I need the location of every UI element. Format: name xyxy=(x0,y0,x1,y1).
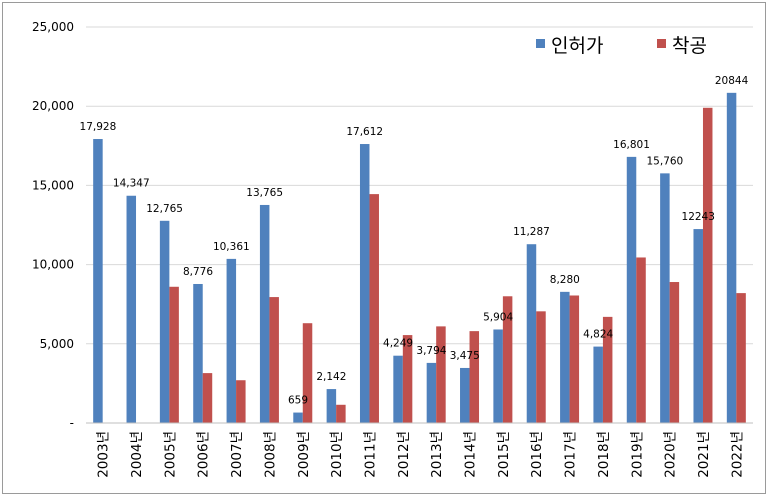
x-tick-label: 2015년 xyxy=(496,431,512,478)
x-tick-label: 2007년 xyxy=(229,431,245,478)
y-tick-label: 25,000 xyxy=(32,20,74,34)
data-label-2020년: 15,760 xyxy=(647,155,684,167)
bar-construction-start-2008년 xyxy=(269,297,279,423)
x-tick-label: 2013년 xyxy=(429,431,445,478)
data-label-2019년: 16,801 xyxy=(613,139,650,151)
bar-construction-start-2007년 xyxy=(236,380,246,423)
bar-permit-2006년 xyxy=(193,283,203,423)
legend-label-construction-start: 착공 xyxy=(672,35,707,57)
bar-permit-2022년 xyxy=(726,92,737,423)
data-label-2007년: 10,361 xyxy=(213,241,250,253)
x-axis-ticks: 2003년 2004년 2005년 2006년 2007년 2008년 2009년 2010년… xyxy=(96,431,746,478)
bar-permit-2011년 xyxy=(359,144,370,423)
data-label-2005년: 12,765 xyxy=(146,203,183,215)
x-tick-label: 2020년 xyxy=(663,431,679,478)
y-tick-label: 15,000 xyxy=(32,178,74,192)
gridlines xyxy=(86,26,753,345)
bar-construction-start-2017년 xyxy=(569,295,580,423)
data-label-2009년: 659 xyxy=(288,395,308,407)
y-tick-label: 20,000 xyxy=(32,99,74,113)
bar-construction-start-2012년 xyxy=(402,335,413,423)
x-tick-label: 2016년 xyxy=(529,431,545,478)
data-label-2004년: 14,347 xyxy=(113,178,150,190)
data-label-2022년: 20844 xyxy=(715,75,749,87)
bar-construction-start-2018년 xyxy=(602,316,613,423)
bar-permit-2007년 xyxy=(226,258,237,423)
x-tick-label: 2017년 xyxy=(563,431,579,478)
bar-construction-start-2016년 xyxy=(536,311,546,423)
data-label-2016년: 11,287 xyxy=(513,226,550,238)
data-label-2010년: 2,142 xyxy=(316,371,346,383)
x-tick-label: 2014년 xyxy=(463,431,479,478)
bar-permit-2004년 xyxy=(126,195,137,423)
bar-construction-start-2015년 xyxy=(502,296,513,423)
data-label-2012년: 4,249 xyxy=(383,338,413,350)
legend-label-permit: 인허가 xyxy=(551,35,603,57)
bar-construction-start-2011년 xyxy=(369,194,379,423)
bar-construction-start-2019년 xyxy=(636,257,646,423)
x-tick-label: 2011년 xyxy=(362,431,378,478)
y-axis-ticks: - 5,000 10,000 15,000 20,000 25,000 xyxy=(32,20,74,430)
x-tick-label: 2010년 xyxy=(329,431,345,478)
bar-construction-start-2005년 xyxy=(169,286,179,423)
x-tick-label: 2006년 xyxy=(196,431,212,478)
x-tick-label: 2008년 xyxy=(262,431,278,478)
bars xyxy=(93,92,746,423)
bar-permit-2020년 xyxy=(660,173,670,423)
y-tick-label: 5,000 xyxy=(40,337,74,351)
data-label-2006년: 8,776 xyxy=(183,266,213,278)
x-tick-label: 2005년 xyxy=(162,431,178,478)
bar-construction-start-2014년 xyxy=(469,331,480,423)
bar-construction-start-2009년 xyxy=(302,323,313,423)
bar-construction-start-2021년 xyxy=(702,107,713,423)
y-tick-label: - xyxy=(70,416,74,430)
x-tick-label: 2019년 xyxy=(629,431,645,478)
bar-permit-2003년 xyxy=(93,139,103,423)
bar-permit-2016년 xyxy=(526,244,537,423)
bar-construction-start-2010년 xyxy=(336,404,346,423)
bar-permit-2013년 xyxy=(426,362,437,423)
x-tick-label: 2021년 xyxy=(696,431,712,478)
data-label-2015년: 5,904 xyxy=(483,311,513,323)
bar-permit-2014년 xyxy=(460,367,470,423)
legend-swatch-construction-start xyxy=(657,39,666,48)
bar-permit-2017년 xyxy=(560,291,570,423)
bar-construction-start-2020년 xyxy=(669,282,680,423)
bar-permit-2018년 xyxy=(593,346,603,423)
x-tick-label: 2022년 xyxy=(729,431,745,478)
bar-permit-2019년 xyxy=(626,156,637,423)
data-label-2017년: 8,280 xyxy=(550,274,580,286)
x-tick-label: 2012년 xyxy=(396,431,412,478)
data-label-2014년: 3,475 xyxy=(450,350,480,362)
data-label-2008년: 13,765 xyxy=(246,187,283,199)
legend-swatch-permit xyxy=(536,39,545,48)
bar-permit-2008년 xyxy=(259,204,270,423)
bar-permit-2009년 xyxy=(293,412,303,423)
bar-permit-2021년 xyxy=(693,229,703,423)
x-tick-label: 2004년 xyxy=(129,431,145,478)
y-tick-label: 10,000 xyxy=(32,258,74,272)
data-label-2018년: 4,824 xyxy=(583,329,613,341)
bar-construction-start-2013년 xyxy=(436,326,446,423)
data-label-2013년: 3,794 xyxy=(416,345,446,357)
x-tick-label: 2009년 xyxy=(296,431,312,478)
x-tick-label: 2003년 xyxy=(96,431,112,478)
data-labels: 17,928 14,347 12,765 8,776 10,361 13,765 659 2,… xyxy=(80,75,749,407)
data-label-2021년: 12243 xyxy=(682,211,715,223)
bar-construction-start-2022년 xyxy=(736,293,746,423)
x-tick-label: 2018년 xyxy=(596,431,612,478)
bar-permit-2010년 xyxy=(326,389,337,423)
data-label-2011년: 17,612 xyxy=(346,126,383,138)
legend: 인허가 착공 xyxy=(536,35,707,57)
bar-permit-2015년 xyxy=(493,329,503,423)
data-label-2003년: 17,928 xyxy=(80,121,117,133)
bar-construction-start-2006년 xyxy=(202,373,213,423)
bar-permit-2012년 xyxy=(393,355,403,423)
bar-permit-2005년 xyxy=(159,220,170,423)
